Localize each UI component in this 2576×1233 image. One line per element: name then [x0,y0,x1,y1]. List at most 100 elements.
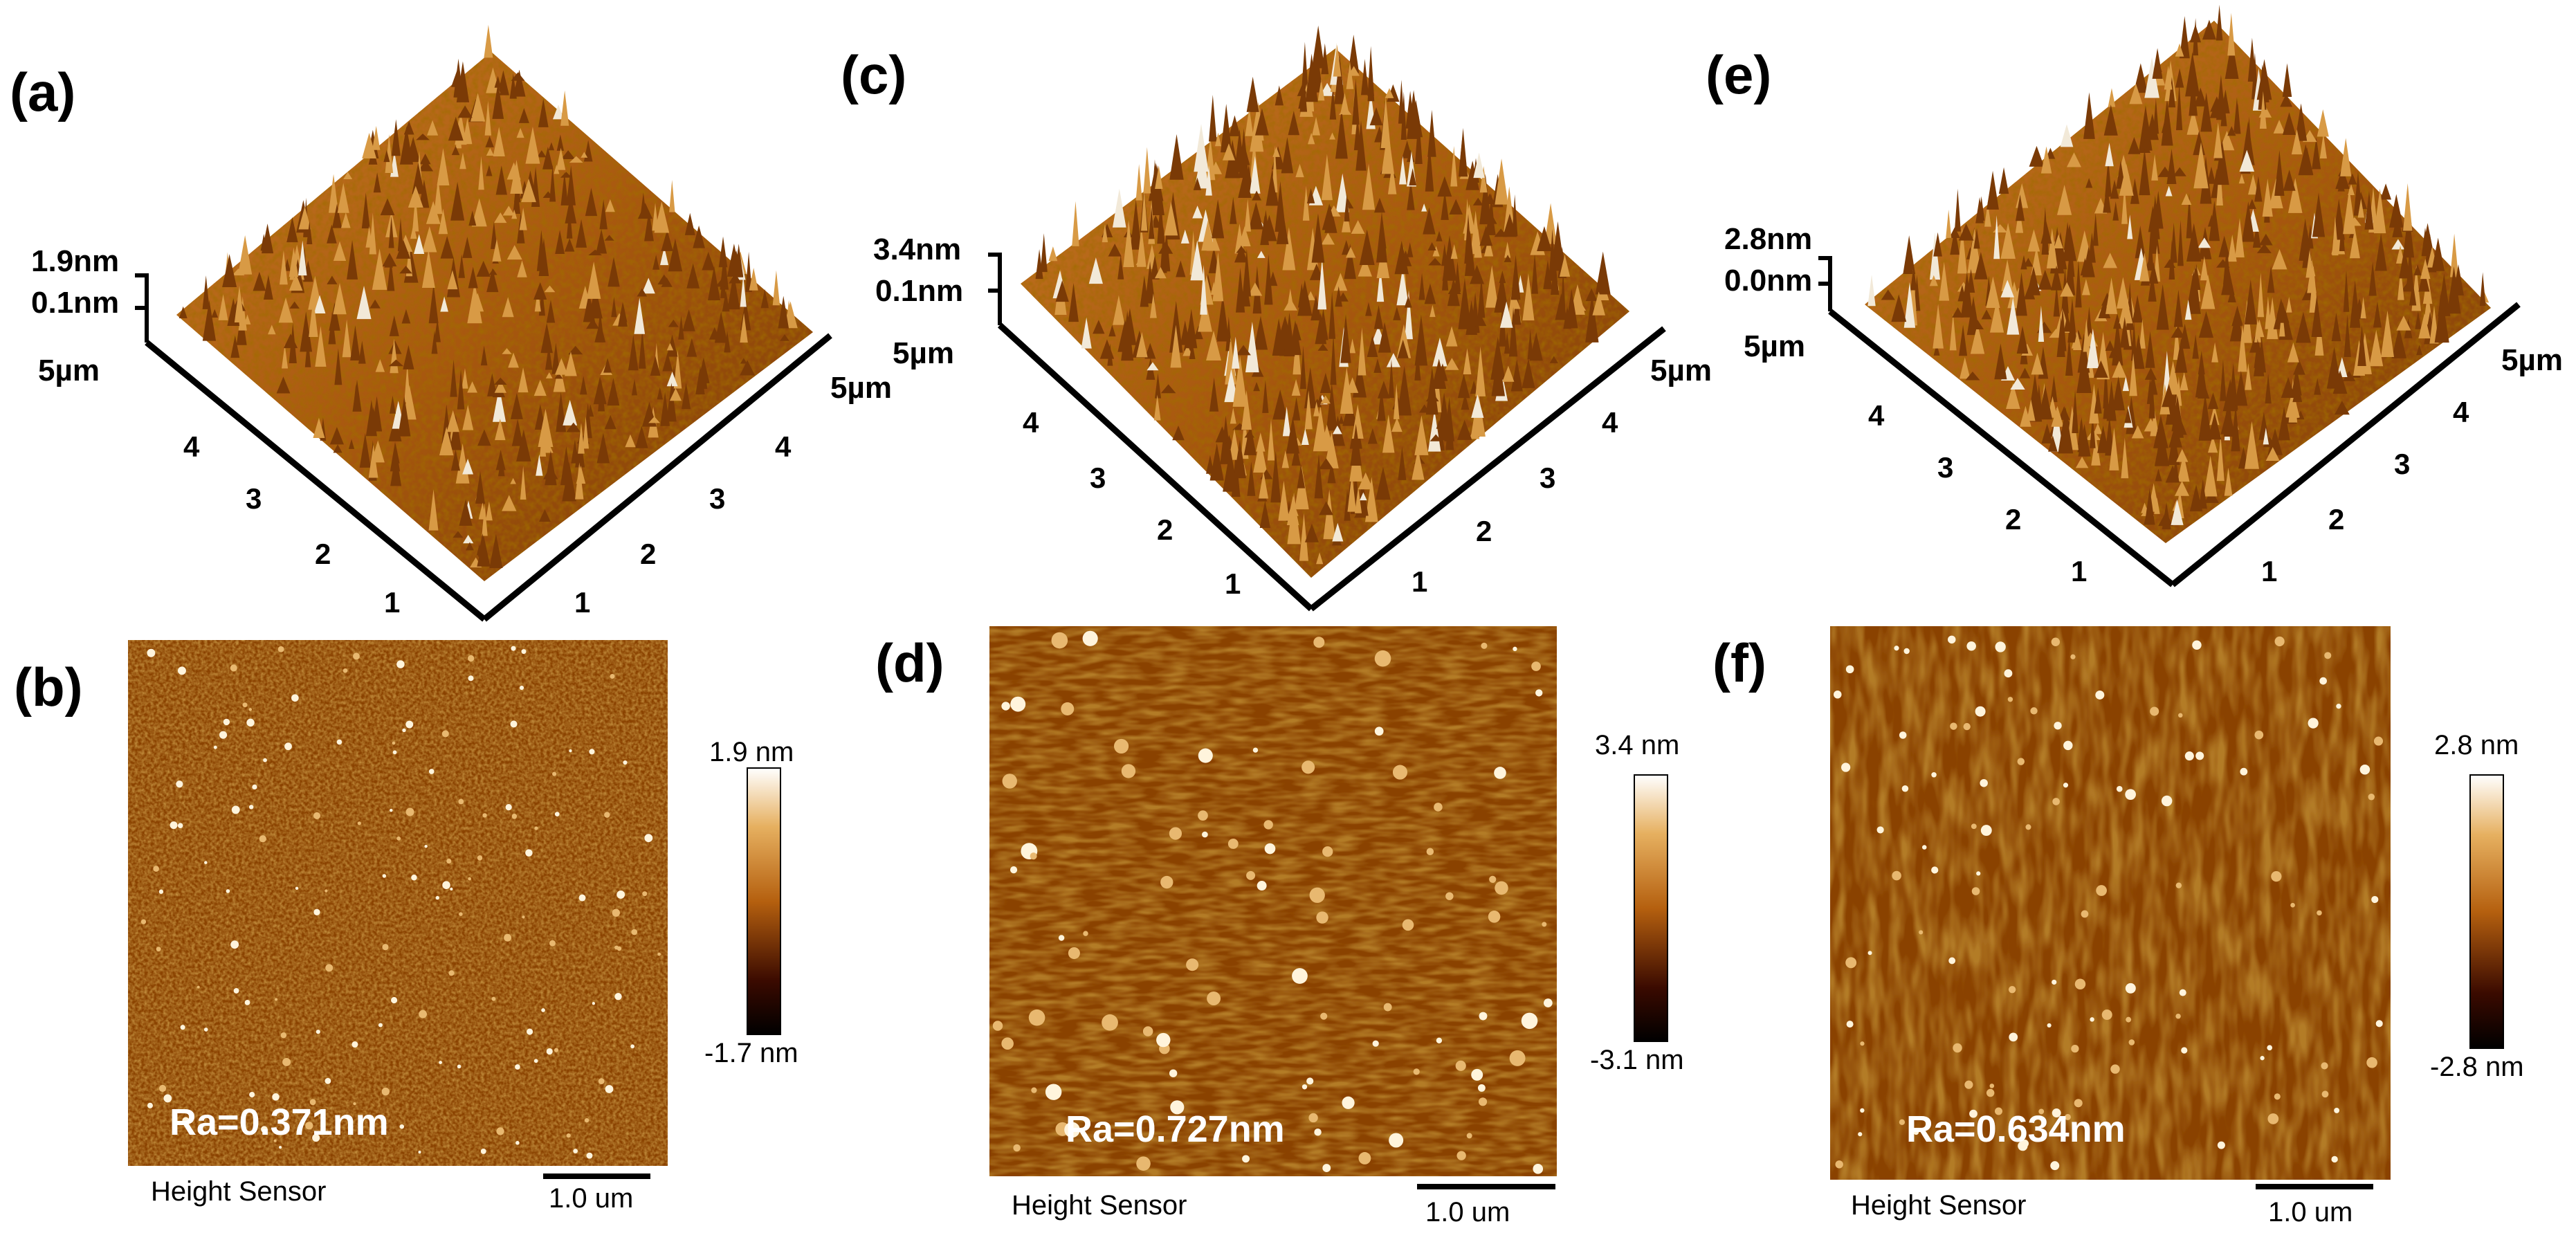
bright-spot [442,881,450,889]
surface-spike [1463,348,1472,375]
surface-spike [1984,202,1991,227]
bright-spot [1309,887,1325,903]
surface-spike [1150,255,1160,280]
surface-spike [1360,492,1367,501]
surface-spike [1337,292,1349,302]
surface-spike [641,277,655,294]
surface-spike [440,296,448,312]
surface-spike [353,384,359,411]
bright-spot [1169,827,1182,840]
panel-a-xend: 5µm [830,371,892,405]
surface-spike [477,429,491,446]
surface-spike [625,434,636,448]
bright-spot [244,1000,250,1005]
surface-spike [467,282,482,324]
bright-spot [1028,1009,1045,1026]
bright-spot [1169,1069,1178,1077]
bright-spot [1301,1084,1308,1090]
surface-spike [2231,305,2243,327]
surface-spike [2075,457,2089,468]
surface-spike [1362,163,1376,210]
surface-spike [518,367,529,393]
surface-spike [2164,259,2176,268]
axis-c-left [997,322,1314,612]
surface-spike [1170,325,1182,368]
surface-spike [1933,304,1944,349]
bright-spot [325,1077,331,1084]
surface-spike [282,344,289,369]
bright-spot [1989,1084,1995,1088]
surface-spike [1130,199,1142,250]
surface-spike [506,245,522,260]
surface-spike [1182,345,1193,356]
surface-spike [1473,152,1485,179]
surface-spike [1464,230,1476,276]
bright-spot [1121,764,1136,778]
surface-spike [556,134,564,151]
panel-a-tick-left-4: 4 [183,430,200,463]
surface-spike [289,273,303,291]
bright-spot [657,952,661,956]
surface-spike [534,289,541,312]
surface-spike [421,249,435,289]
surface-spike [1442,235,1457,281]
surface-spike [2375,233,2387,271]
surface-spike [1317,257,1327,310]
bright-spot [1402,919,1414,931]
bright-spot [231,805,240,814]
surface-spike [459,152,466,170]
surface-spike [1302,185,1310,221]
surface-spike [1933,343,1940,356]
surface-spike [1459,134,1466,168]
surface-spike [389,315,399,336]
surface-spike [1248,92,1256,112]
bright-spot [1835,1160,1843,1169]
surface-spike [502,495,517,511]
surface-spike [337,183,349,213]
bright-spot [1061,702,1075,715]
surface-spike [565,194,577,223]
surface-spike [1194,325,1203,340]
surface-spike [539,509,551,522]
surface-spike [422,226,437,253]
surface-spike [1342,239,1351,255]
surface-spike [2254,318,2261,342]
surface-spike [1192,206,1203,219]
bright-spot [1494,767,1506,779]
surface-spike [1382,414,1395,453]
surface-spike [1236,345,1251,356]
surface-spike [555,230,565,254]
surface-spike [1344,488,1351,521]
surface-spike [380,198,395,216]
surface-spike [1281,137,1294,174]
bright-spot [1246,870,1256,880]
surface-spike [1373,197,1386,213]
surface-spike [2040,146,2052,174]
surface-spike [1360,59,1369,95]
bright-spot [197,985,200,989]
surface-spike [446,410,459,432]
surface-spike [1236,140,1250,165]
surface-spike [2244,280,2257,325]
surface-spike [1388,359,1395,399]
surface-spike [1399,156,1407,185]
panel-e-tick-left-2: 2 [2005,503,2021,536]
surface-spike [2171,499,2184,525]
surface-spike [222,254,237,288]
surface-spike [2227,286,2236,303]
surface-spike [2263,428,2269,445]
surface-spike [1946,209,1952,238]
bright-spot [1445,892,1454,900]
surface-spike [596,228,608,254]
bright-spot [1010,866,1018,874]
surface-spike [451,145,460,156]
surface-spike [1485,265,1499,308]
surface-spike [637,288,648,297]
surface-spike [1143,147,1151,194]
surface-spike [2010,378,2025,390]
bright-spot [336,739,342,745]
bright-spot [1434,803,1443,812]
surface-spike [1369,107,1383,126]
surface-spike [1344,194,1350,222]
